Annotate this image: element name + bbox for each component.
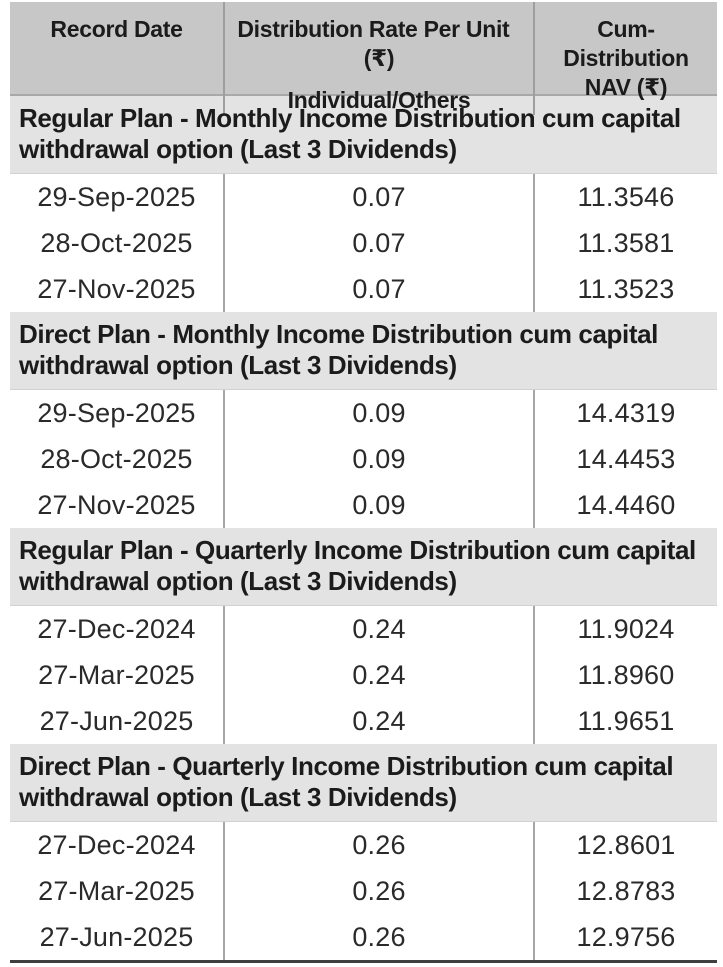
header-distribution-rate: Distribution Rate Per Unit (₹) Individua… [225,2,535,115]
cell-record-date: 28-Oct-2025 [10,220,225,266]
table-row: 27-Mar-2025 0.26 12.8783 [10,868,717,914]
section-title-regular-monthly: Regular Plan - Monthly Income Distributi… [10,96,717,174]
table-row: 28-Oct-2025 0.07 11.3581 [10,220,717,266]
dividend-distribution-table: Record Date Distribution Rate Per Unit (… [10,2,717,963]
section-title-direct-quarterly: Direct Plan - Quarterly Income Distribut… [10,744,717,822]
table-row: 27-Nov-2025 0.09 14.4460 [10,482,717,528]
cell-record-date: 27-Dec-2024 [10,822,225,868]
table-row: 27-Jun-2025 0.24 11.9651 [10,698,717,744]
cell-rate: 0.07 [225,220,535,266]
table-row: 27-Mar-2025 0.24 11.8960 [10,652,717,698]
cell-rate: 0.09 [225,436,535,482]
cell-nav: 11.9024 [577,613,675,644]
cell-rate: 0.26 [225,822,535,868]
cell-nav: 14.4319 [576,397,676,428]
header-cum-distribution-nav: Cum-Distribution NAV (₹) [535,2,717,115]
cell-record-date: 27-Nov-2025 [10,266,225,312]
cell-record-date: 28-Oct-2025 [10,436,225,482]
section-title-regular-quarterly: Regular Plan - Quarterly Income Distribu… [10,528,717,606]
table-row: 28-Oct-2025 0.09 14.4453 [10,436,717,482]
cell-nav: 14.4460 [576,489,676,520]
cell-nav: 11.9651 [577,705,675,736]
cell-nav: 11.8960 [577,659,675,690]
table-row: 29-Sep-2025 0.07 11.3546 [10,174,717,220]
cell-record-date: 27-Mar-2025 [10,652,225,698]
cell-rate: 0.24 [225,652,535,698]
cell-record-date: 27-Nov-2025 [10,482,225,528]
cell-record-date: 27-Jun-2025 [10,914,225,960]
cell-nav: 11.3523 [577,273,675,304]
cell-rate: 0.07 [225,174,535,220]
header-nav-label: Cum-Distribution NAV (₹) [563,16,689,100]
cell-rate: 0.09 [225,390,535,436]
cell-nav: 14.4453 [576,443,676,474]
header-record-date: Record Date [10,2,225,115]
table-row: 27-Dec-2024 0.26 12.8601 [10,822,717,868]
section-title-direct-monthly: Direct Plan - Monthly Income Distributio… [10,312,717,390]
cell-rate: 0.24 [225,698,535,744]
cell-nav: 11.3546 [577,181,675,212]
header-rate-line1: Distribution Rate Per Unit (₹) [237,16,521,71]
cell-nav: 12.8783 [576,875,676,906]
cell-rate: 0.09 [225,482,535,528]
cell-rate: 0.07 [225,266,535,312]
cell-record-date: 27-Jun-2025 [10,698,225,744]
cell-nav: 12.8601 [576,829,676,860]
table-row: 29-Sep-2025 0.09 14.4319 [10,390,717,436]
table-row: 27-Dec-2024 0.24 11.9024 [10,606,717,652]
cell-nav: 12.9756 [576,921,676,952]
cell-record-date: 29-Sep-2025 [10,174,225,220]
cell-rate: 0.24 [225,606,535,652]
cell-record-date: 27-Mar-2025 [10,868,225,914]
table-header: Record Date Distribution Rate Per Unit (… [10,2,717,115]
cell-rate: 0.26 [225,914,535,960]
table-row: 27-Nov-2025 0.07 11.3523 [10,266,717,312]
header-record-date-label: Record Date [50,16,183,42]
table-row: 27-Jun-2025 0.26 12.9756 [10,914,717,960]
cell-rate: 0.26 [225,868,535,914]
cell-nav: 11.3581 [577,227,675,258]
cell-record-date: 29-Sep-2025 [10,390,225,436]
cell-record-date: 27-Dec-2024 [10,606,225,652]
